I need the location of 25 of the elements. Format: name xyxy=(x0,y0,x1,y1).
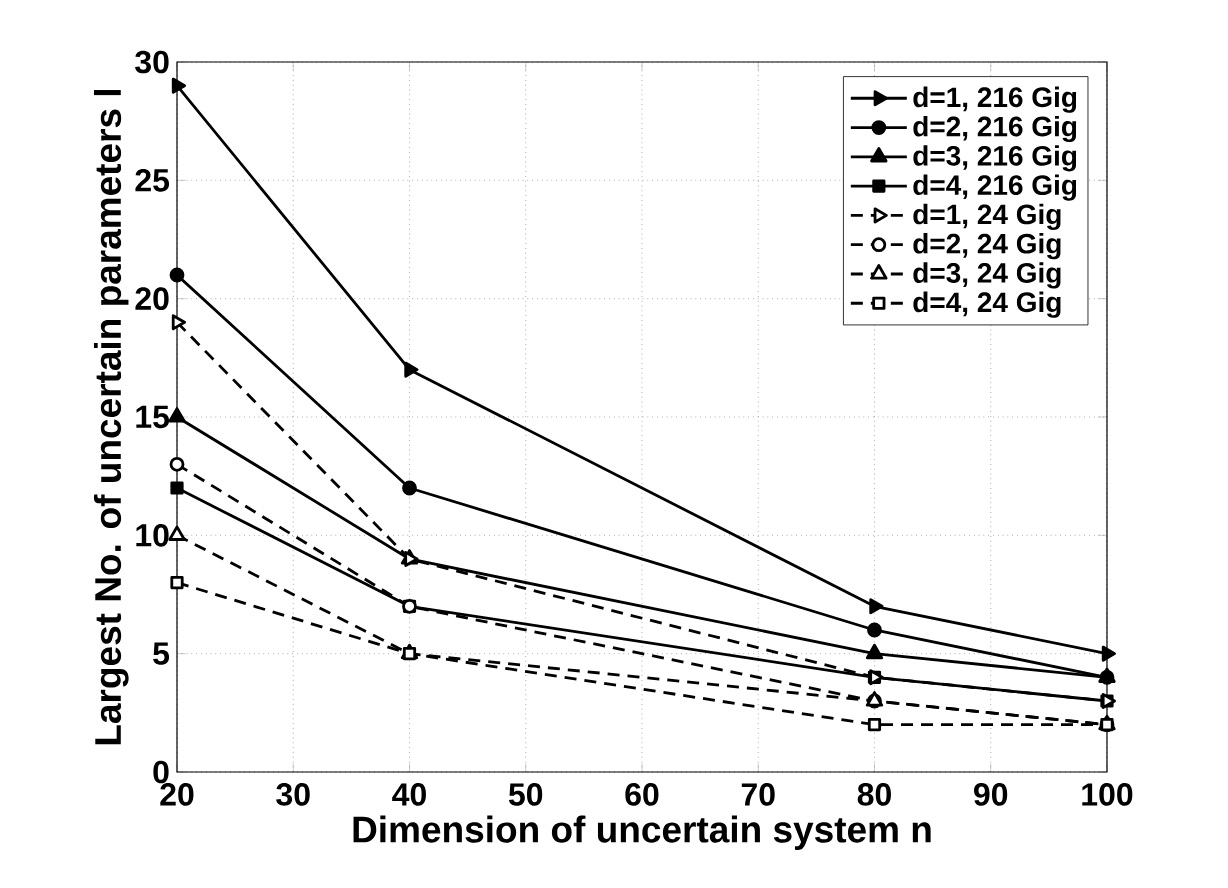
legend-label: d=1, 216 Gig xyxy=(913,86,1077,113)
legend-label: d=2, 216 Gig xyxy=(913,115,1077,143)
x-tick-label: 90 xyxy=(974,783,1008,806)
x-axis-title: Dimension of uncertain system n xyxy=(353,815,931,850)
y-tick-label: 20 xyxy=(135,287,169,310)
legend-label: d=1, 24 Gig xyxy=(913,203,1061,230)
x-tick-label: 60 xyxy=(625,783,659,806)
x-tick-label: 100 xyxy=(1082,783,1133,806)
y-axis-title: Largest No. of uncertain parameters l xyxy=(93,90,129,745)
y-tick-label: 15 xyxy=(136,405,170,429)
x-tick-label: 30 xyxy=(276,783,310,806)
x-tick-label: 40 xyxy=(392,783,426,806)
y-tick-label: 10 xyxy=(136,524,169,547)
legend-label: d=2, 24 Gig xyxy=(913,233,1061,260)
legend-label: d=4, 216 Gig xyxy=(913,174,1077,201)
y-tick-label: 5 xyxy=(153,642,170,665)
y-tick-label: 0 xyxy=(153,760,169,784)
x-tick-label: 80 xyxy=(857,783,891,806)
x-tick-label: 50 xyxy=(508,783,543,806)
y-tick-label: 30 xyxy=(135,50,169,74)
legend-label: d=3, 216 Gig xyxy=(913,145,1077,172)
y-tick-label: 25 xyxy=(135,169,170,192)
x-tick-label: 70 xyxy=(741,783,775,806)
legend-label: d=3, 24 Gig xyxy=(913,262,1061,289)
legend-label: d=4, 24 Gig xyxy=(913,291,1061,318)
